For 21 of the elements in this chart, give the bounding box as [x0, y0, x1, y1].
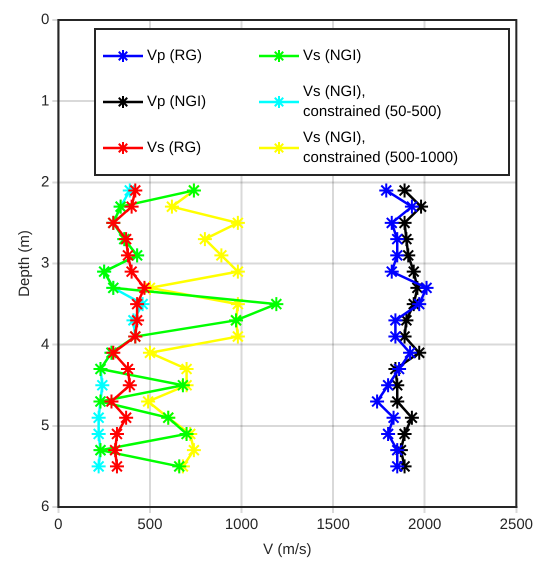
- legend-label: Vs (NGI): [303, 46, 362, 66]
- legend-label: Vs (NGI), constrained (50-500): [303, 82, 442, 122]
- x-axis-title: V (m/s): [263, 541, 312, 558]
- y-tick-label: 2: [41, 173, 50, 190]
- y-tick-label: 4: [41, 336, 50, 353]
- x-tick-label: 0: [54, 516, 63, 534]
- x-tick-label: 2500: [500, 516, 534, 534]
- x-tick-label: 1000: [224, 516, 258, 534]
- y-tick-label: 3: [41, 254, 50, 272]
- x-tick-label: 500: [137, 516, 162, 534]
- legend-label: Vp (NGI): [147, 92, 206, 112]
- legend-label: Vp (RG): [147, 46, 202, 66]
- x-tick-label: 2000: [408, 516, 442, 534]
- legend-label: Vs (NGI), constrained (500-1000): [303, 128, 458, 168]
- legend-label: Vs (RG): [147, 138, 202, 158]
- y-tick-label: 6: [41, 498, 50, 516]
- y-tick-label: 1: [41, 92, 50, 110]
- y-tick-label: 0: [41, 11, 50, 28]
- x-tick-label: 1500: [316, 516, 350, 534]
- y-tick-label: 5: [41, 416, 50, 434]
- y-axis-title: Depth (m): [16, 230, 34, 297]
